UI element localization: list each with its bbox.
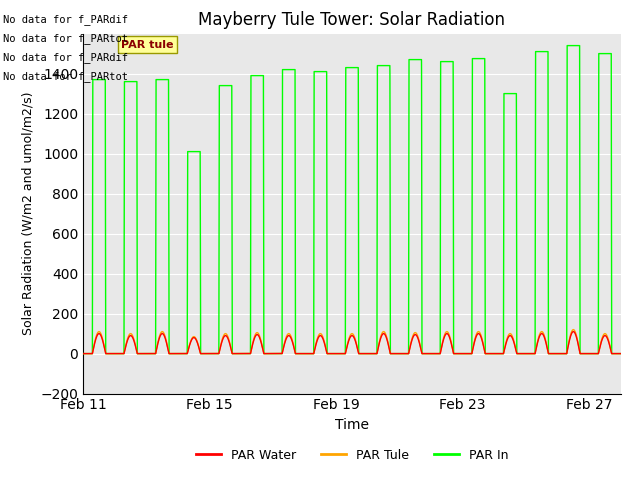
Text: No data for f_PARtot: No data for f_PARtot <box>3 33 128 44</box>
Y-axis label: Solar Radiation (W/m2 and umol/m2/s): Solar Radiation (W/m2 and umol/m2/s) <box>22 92 35 336</box>
Text: PAR tule: PAR tule <box>121 39 173 49</box>
Text: No data for f_PARdif: No data for f_PARdif <box>3 52 128 63</box>
Text: No data for f_PARtot: No data for f_PARtot <box>3 71 128 82</box>
Text: No data for f_PARdif: No data for f_PARdif <box>3 13 128 24</box>
Title: Mayberry Tule Tower: Solar Radiation: Mayberry Tule Tower: Solar Radiation <box>198 11 506 29</box>
X-axis label: Time: Time <box>335 418 369 432</box>
Legend: PAR Water, PAR Tule, PAR In: PAR Water, PAR Tule, PAR In <box>191 444 513 467</box>
